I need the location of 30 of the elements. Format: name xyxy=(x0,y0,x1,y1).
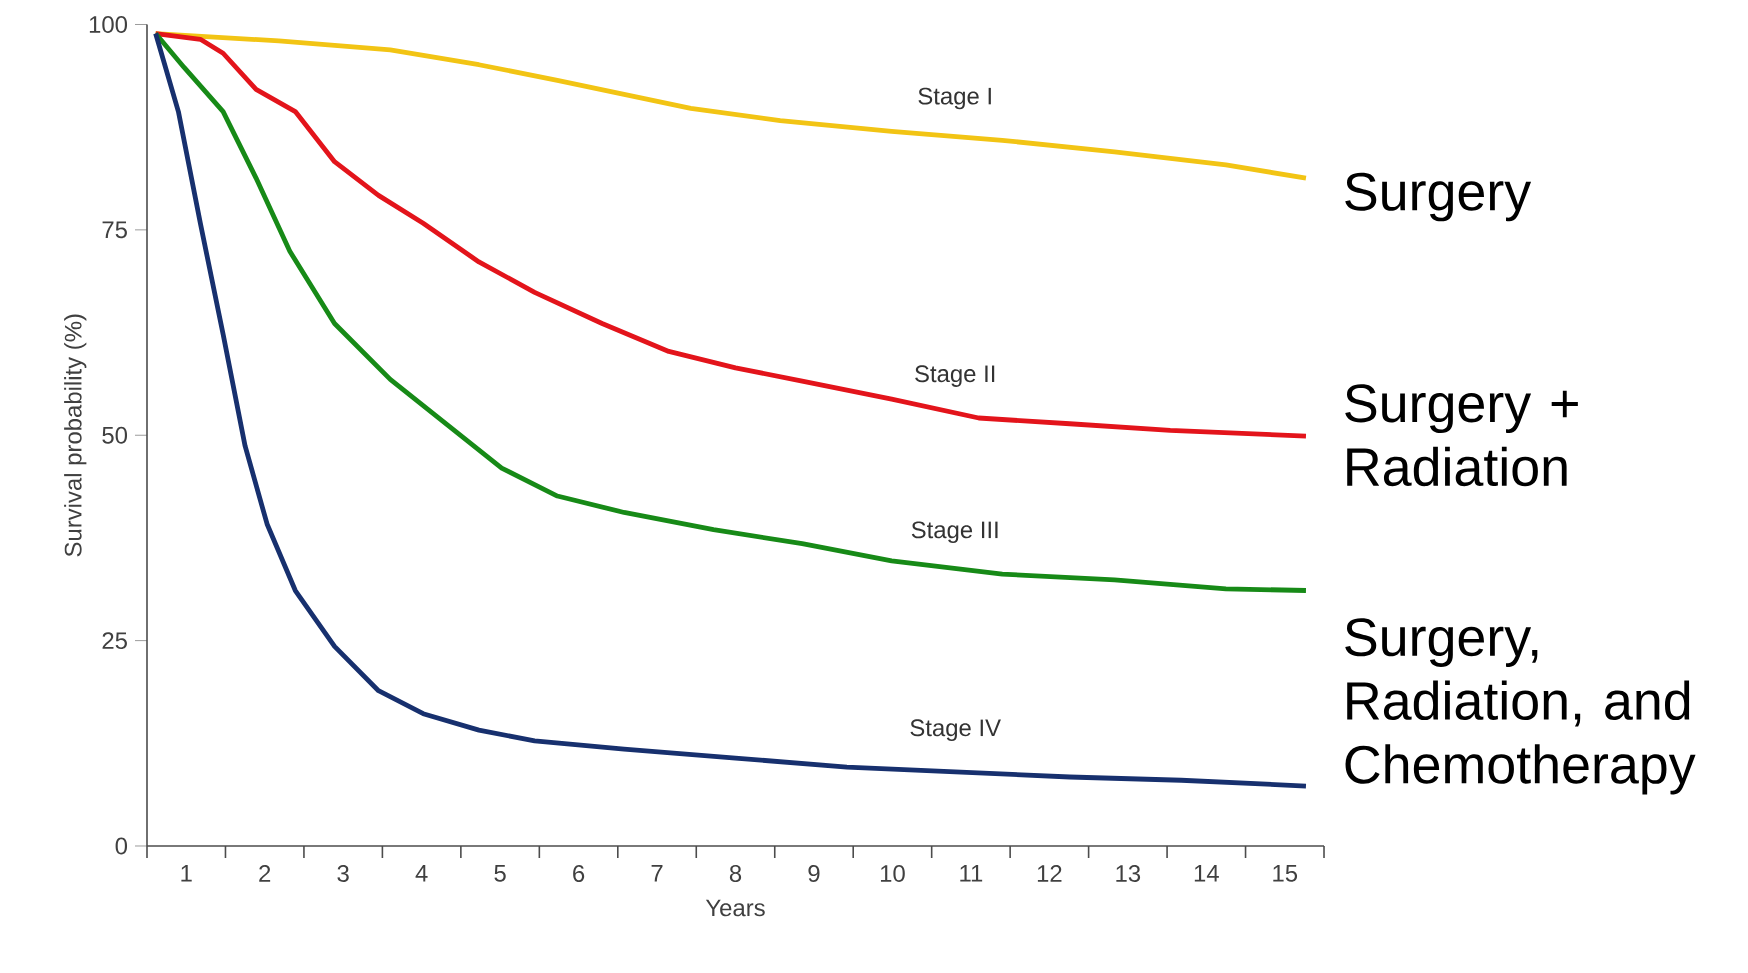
text: Surgery xyxy=(1345,172,1532,222)
series-label: Stage IV xyxy=(910,719,1001,742)
y-tick-label: 50 xyxy=(102,426,128,444)
x-tick-label: 15 xyxy=(1273,865,1298,882)
x-tick-label: 14 xyxy=(1194,865,1219,882)
line-series xyxy=(153,31,1309,439)
x-tick-label: 6 xyxy=(573,865,585,882)
x-tick-label: 9 xyxy=(808,865,820,882)
x-tick-label: 5 xyxy=(494,865,506,882)
text: Surgery + Radiation xyxy=(1345,384,1578,487)
x-tick-label: 12 xyxy=(1037,865,1062,882)
series-label: Stage I xyxy=(918,87,991,110)
x-tick-label: 4 xyxy=(415,865,428,882)
x-tick-label: 11 xyxy=(960,865,983,882)
y-tick-label: 0 xyxy=(115,837,128,855)
y-tick-label: 25 xyxy=(102,632,127,650)
x-tick-label: 8 xyxy=(729,865,742,882)
series-label: Stage III xyxy=(911,521,998,544)
text: Surgery, Radiation, and Chemotherapy xyxy=(1345,618,1696,795)
y-axis-title: Survival probability (%) xyxy=(64,314,87,557)
x-tick-label: 1 xyxy=(181,865,192,882)
x-tick-label: 10 xyxy=(880,865,905,882)
x-tick-label: 13 xyxy=(1116,865,1141,882)
x-tick-label: 7 xyxy=(651,865,663,882)
series-label: Stage II xyxy=(915,365,995,387)
x-tick-label: 2 xyxy=(259,865,271,882)
x-tick-label: 3 xyxy=(337,865,349,882)
x-axis-title: Years xyxy=(705,899,765,917)
y-tick-label: 75 xyxy=(102,221,127,239)
y-tick-label: 100 xyxy=(89,16,128,33)
